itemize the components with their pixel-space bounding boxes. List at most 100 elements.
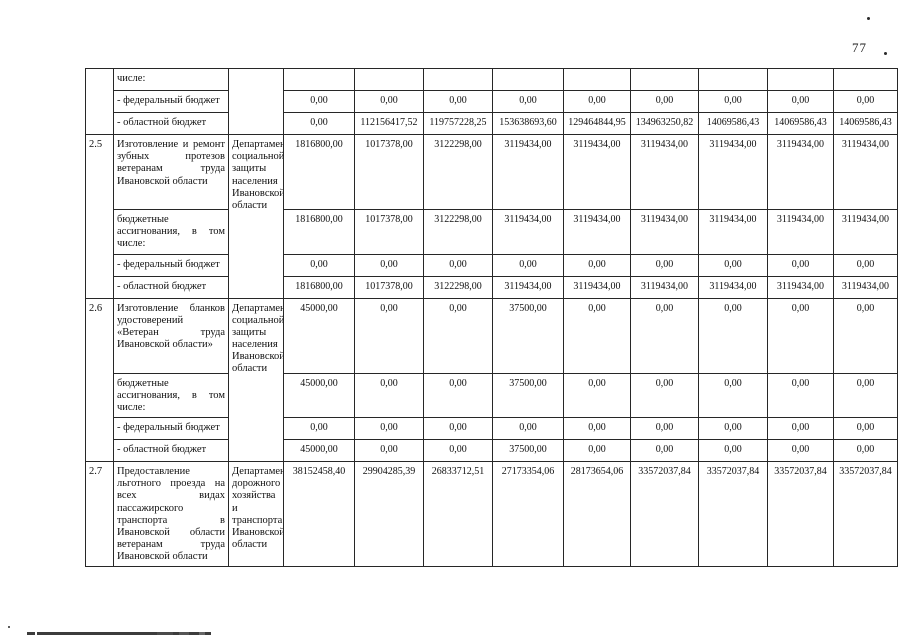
- value-cell: 0,00: [563, 297, 631, 374]
- value-cell: 0,00: [630, 439, 699, 463]
- value-cell: 0,00: [492, 417, 564, 441]
- value-cell: 33572037,84: [630, 461, 699, 568]
- value-cell: 0,00: [630, 417, 699, 441]
- value-cell: 0,00: [630, 297, 699, 374]
- value-cell: 0,00: [767, 417, 834, 441]
- table-row: 2.7 Предоставление льготного проезда на в…: [85, 461, 898, 568]
- description-cell: - федеральный бюджет: [113, 417, 229, 441]
- description-cell: бюджетные ассигнования, в том числе:: [113, 372, 229, 419]
- value-cell: 3119434,00: [563, 209, 631, 255]
- value-cell: 3119434,00: [630, 209, 699, 255]
- page-number: 77: [852, 40, 867, 55]
- budget-table-body: числе: - федеральный бюджет 0,00 0,00 0,00 0,…: [85, 68, 898, 568]
- value-cell: 29904285,39: [354, 461, 424, 568]
- row-number-cell: 2.6: [85, 297, 114, 463]
- value-cell: 0,00: [354, 90, 424, 113]
- value-cell: 3119434,00: [767, 134, 834, 210]
- table-row: - федеральный бюджет 0,00 0,00 0,00 0,00 0,00…: [86, 417, 898, 441]
- value-cell: 45000,00: [283, 372, 355, 419]
- value-cell: 0,00: [630, 90, 699, 113]
- value-cell: 33572037,84: [833, 461, 898, 568]
- value-cell: 0,00: [283, 417, 355, 441]
- value-cell: 0,00: [423, 439, 493, 463]
- table-row: - федеральный бюджет 0,00 0,00 0,00 0,00 0,00…: [86, 90, 898, 113]
- value-cell: 26833712,51: [423, 461, 493, 568]
- value-cell: 0,00: [630, 253, 699, 277]
- value-cell: [563, 68, 631, 91]
- table-row: бюджетные ассигнования, в том числе: 1816…: [86, 209, 898, 255]
- table-row: - областной бюджет 45000,00 0,00 0,00 37500,…: [86, 439, 898, 463]
- scan-speck: [867, 17, 870, 20]
- footer-rule: [27, 632, 211, 635]
- value-cell: 0,00: [698, 253, 768, 277]
- value-cell: 0,00: [423, 372, 493, 419]
- value-cell: 129464844,95: [563, 112, 631, 135]
- value-cell: 0,00: [698, 417, 768, 441]
- value-cell: 3119434,00: [698, 134, 768, 210]
- value-cell: 3119434,00: [563, 275, 631, 299]
- value-cell: 0,00: [423, 253, 493, 277]
- value-cell: 0,00: [767, 90, 834, 113]
- value-cell: 3122298,00: [423, 134, 493, 210]
- value-cell: 0,00: [833, 90, 898, 113]
- scan-speck: [8, 626, 10, 628]
- value-cell: 0,00: [354, 372, 424, 419]
- value-cell: 0,00: [698, 439, 768, 463]
- value-cell: 0,00: [767, 253, 834, 277]
- value-cell: 3122298,00: [423, 209, 493, 255]
- row-number-cell: 2.5: [85, 134, 114, 299]
- value-cell: 45000,00: [283, 297, 355, 374]
- value-cell: 0,00: [563, 372, 631, 419]
- value-cell: [833, 68, 898, 91]
- value-cell: 1816800,00: [283, 275, 355, 299]
- value-cell: 3119434,00: [630, 275, 699, 299]
- row-number-cell: 2.7: [85, 461, 114, 568]
- value-cell: [354, 68, 424, 91]
- department-cell: [228, 68, 284, 135]
- value-cell: 0,00: [833, 439, 898, 463]
- value-cell: 3119434,00: [492, 209, 564, 255]
- value-cell: 14069586,43: [767, 112, 834, 135]
- budget-table: числе: - федеральный бюджет 0,00 0,00 0,00 0,…: [85, 68, 898, 568]
- table-row: - областной бюджет 0,00 112156417,52 119757…: [86, 112, 898, 135]
- value-cell: 0,00: [698, 297, 768, 374]
- department-cell: Департамент социальной защиты населения …: [228, 134, 284, 299]
- value-cell: 0,00: [423, 90, 493, 113]
- value-cell: 3119434,00: [698, 275, 768, 299]
- description-cell: Предоставление льготного проезда на всех…: [113, 461, 229, 568]
- description-cell: - областной бюджет: [113, 275, 229, 299]
- value-cell: 3119434,00: [492, 134, 564, 210]
- value-cell: 0,00: [492, 253, 564, 277]
- value-cell: 45000,00: [283, 439, 355, 463]
- table-row: 2.6 Изготовление бланков удостоверений «В…: [85, 297, 898, 463]
- table-row: числе:: [85, 68, 898, 135]
- value-cell: [767, 68, 834, 91]
- value-cell: 37500,00: [492, 297, 564, 374]
- value-cell: 3119434,00: [833, 275, 898, 299]
- value-cell: 0,00: [833, 297, 898, 374]
- description-cell: - федеральный бюджет: [113, 253, 229, 277]
- value-cell: 0,00: [698, 90, 768, 113]
- value-cell: 3119434,00: [563, 134, 631, 210]
- value-cell: 0,00: [767, 297, 834, 374]
- value-cell: 0,00: [563, 417, 631, 441]
- value-cell: 1816800,00: [283, 134, 355, 210]
- value-cell: 0,00: [423, 297, 493, 374]
- description-cell: - областной бюджет: [113, 112, 229, 135]
- value-cell: 1017378,00: [354, 134, 424, 210]
- value-cell: 0,00: [833, 372, 898, 419]
- value-cell: 0,00: [767, 372, 834, 419]
- value-cell: [283, 68, 355, 91]
- department-cell: Департамент дорожного хозяйства и трансп…: [228, 461, 284, 568]
- value-cell: 0,00: [354, 297, 424, 374]
- value-cell: 3122298,00: [423, 275, 493, 299]
- value-cell: 153638693,60: [492, 112, 564, 135]
- value-cell: 0,00: [283, 112, 355, 135]
- value-cell: 33572037,84: [767, 461, 834, 568]
- value-cell: 112156417,52: [354, 112, 424, 135]
- department-cell: Департамент социальной защиты населения …: [228, 297, 284, 463]
- value-cell: 0,00: [423, 417, 493, 441]
- value-cell: 1017378,00: [354, 275, 424, 299]
- value-cell: 27173354,06: [492, 461, 564, 568]
- value-cell: 3119434,00: [833, 209, 898, 255]
